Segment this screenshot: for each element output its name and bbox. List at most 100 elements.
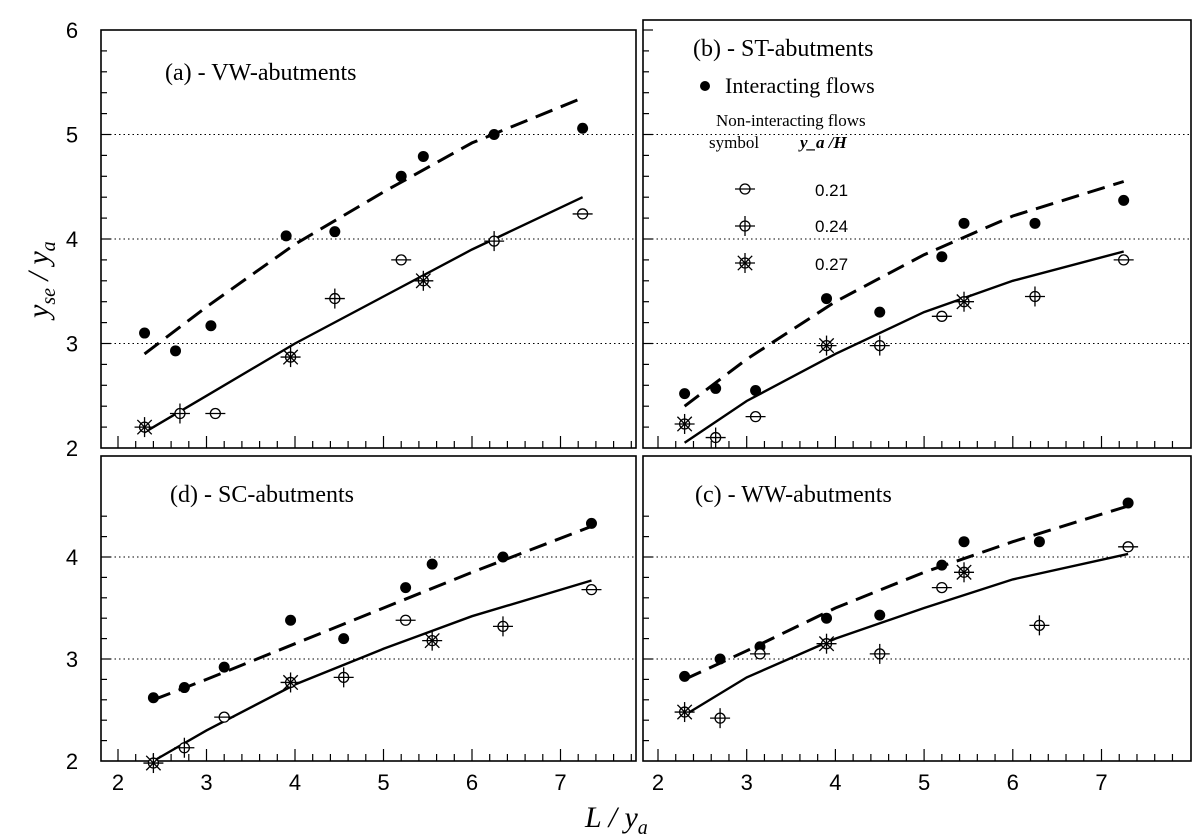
point-interacting-c-0: [679, 670, 691, 682]
point-interacting-d-8: [585, 517, 597, 529]
point-interacting-c-3: [821, 612, 833, 624]
xtick-label-right-5: 7: [1095, 770, 1107, 795]
point-noninteracting-c-0-diag2: [676, 704, 693, 720]
panel-b-title: (b) - ST-abutments: [693, 36, 873, 62]
point-noninteracting-a-7: [484, 231, 505, 252]
point-noninteracting-d-0: [143, 753, 164, 774]
ytick-label-top-1: 3: [66, 332, 78, 357]
point-noninteracting-d-0-diag2: [145, 755, 162, 771]
legend-symbols: [735, 183, 755, 273]
ticks-layer: [101, 29, 1174, 761]
panel-d-title: (d) - SC-abutments: [170, 482, 354, 508]
point-noninteracting-b-0-diag2: [676, 416, 693, 432]
point-interacting-b-1: [710, 382, 722, 394]
point-noninteracting-d-1: [174, 737, 195, 758]
point-noninteracting-d-6: [422, 630, 443, 651]
point-noninteracting-a-1: [169, 403, 190, 424]
point-interacting-a-4: [329, 226, 341, 238]
legend-symbol-header: symbol: [709, 133, 759, 152]
point-noninteracting-c-0: [674, 702, 695, 723]
point-noninteracting-c-5: [931, 581, 952, 594]
panel-d-frame: [100, 455, 637, 762]
xtick-label-left-5: 7: [554, 770, 566, 795]
legend-symbol-2: [735, 253, 755, 273]
point-interacting-b-4: [874, 306, 886, 318]
dashed-fit-a: [143, 96, 584, 356]
point-noninteracting-b-6: [954, 291, 975, 312]
solid-fit-a: [143, 196, 584, 434]
dashed-fit-d: [152, 524, 593, 702]
labels-layer: 2 3 4 5 6 2 3 4 2 2 3 3 4 4 5 5 6 6 7 7: [66, 18, 1108, 795]
xtick-label-left-2: 4: [289, 770, 301, 795]
legend-value-2: 0.27: [815, 255, 848, 274]
point-interacting-b-6: [958, 217, 970, 229]
points-layer: [134, 122, 1139, 774]
point-noninteracting-a-0-diag2: [136, 419, 153, 435]
solid-fit-b: [683, 250, 1125, 444]
point-noninteracting-a-8: [572, 208, 593, 220]
point-interacting-b-8: [1118, 194, 1130, 206]
point-interacting-d-3: [285, 614, 297, 626]
point-interacting-b-2: [750, 385, 762, 397]
point-interacting-d-5: [400, 582, 412, 594]
point-noninteracting-a-5: [391, 254, 412, 266]
point-noninteracting-a-6-diag2: [415, 273, 431, 289]
point-interacting-a-0: [139, 327, 151, 339]
xtick-label-right-0: 2: [652, 770, 664, 795]
point-interacting-c-7: [1033, 536, 1045, 548]
point-interacting-c-8: [1122, 497, 1134, 509]
legend-symbol-0: [735, 183, 755, 195]
point-noninteracting-c-7: [1029, 615, 1050, 636]
xtick-label-left-0: 2: [112, 770, 124, 795]
point-interacting-d-1: [178, 682, 190, 694]
point-noninteracting-c-8: [1118, 541, 1139, 553]
point-noninteracting-d-8: [581, 583, 602, 596]
ytick-label-top-0: 2: [66, 436, 78, 461]
xtick-label-right-2: 4: [829, 770, 841, 795]
dashed-fit-c: [683, 504, 1129, 681]
point-noninteracting-a-4: [324, 288, 345, 309]
point-interacting-d-7: [497, 551, 509, 563]
point-noninteracting-c-4: [869, 643, 890, 664]
panel-c-title: (c) - WW-abutments: [695, 482, 892, 508]
point-interacting-b-0: [679, 388, 691, 400]
point-noninteracting-a-6: [413, 270, 434, 291]
point-noninteracting-c-3-diag2: [818, 636, 835, 652]
ytick-label-bottom-1: 3: [66, 647, 78, 672]
point-noninteracting-b-6-diag2: [956, 294, 972, 310]
point-noninteracting-b-7: [1024, 286, 1045, 307]
legend-symbol-2-diag2: [737, 255, 753, 271]
point-noninteracting-d-6-diag2: [424, 632, 440, 649]
point-noninteracting-c-3: [816, 633, 837, 654]
point-noninteracting-b-2: [745, 410, 766, 423]
point-interacting-c-1: [714, 653, 726, 665]
solid-fit-c: [683, 552, 1129, 717]
ytick-label-bottom-0: 2: [66, 749, 78, 774]
legend-interacting-label: Interacting flows: [725, 73, 875, 98]
point-interacting-a-3: [280, 230, 292, 242]
point-noninteracting-c-6-diag2: [956, 564, 972, 580]
point-noninteracting-b-1: [705, 427, 726, 448]
xtick-label-right-4: 6: [1007, 770, 1019, 795]
point-interacting-a-5: [395, 170, 407, 182]
xtick-label-left-1: 3: [200, 770, 212, 795]
point-noninteracting-b-3: [816, 335, 837, 356]
point-interacting-a-1: [170, 345, 182, 357]
point-noninteracting-a-3: [280, 347, 301, 368]
y-axis-label: yse / ya: [22, 241, 60, 321]
panel-c-frame: [642, 455, 1192, 762]
xtick-label-right-3: 5: [918, 770, 930, 795]
point-interacting-c-4: [874, 609, 886, 621]
xtick-label-left-4: 6: [466, 770, 478, 795]
ytick-label-top-3: 5: [66, 123, 78, 148]
point-noninteracting-b-5: [931, 310, 952, 322]
point-interacting-c-6: [958, 536, 970, 548]
point-noninteracting-a-3-diag2: [282, 349, 299, 365]
point-noninteracting-a-2: [205, 407, 226, 420]
legend-interacting-marker: [700, 81, 710, 91]
xtick-label-left-3: 5: [377, 770, 389, 795]
panel-b-frame: [642, 19, 1192, 449]
panel-a-title: (a) - VW-abutments: [165, 60, 357, 86]
point-interacting-b-5: [936, 251, 948, 263]
